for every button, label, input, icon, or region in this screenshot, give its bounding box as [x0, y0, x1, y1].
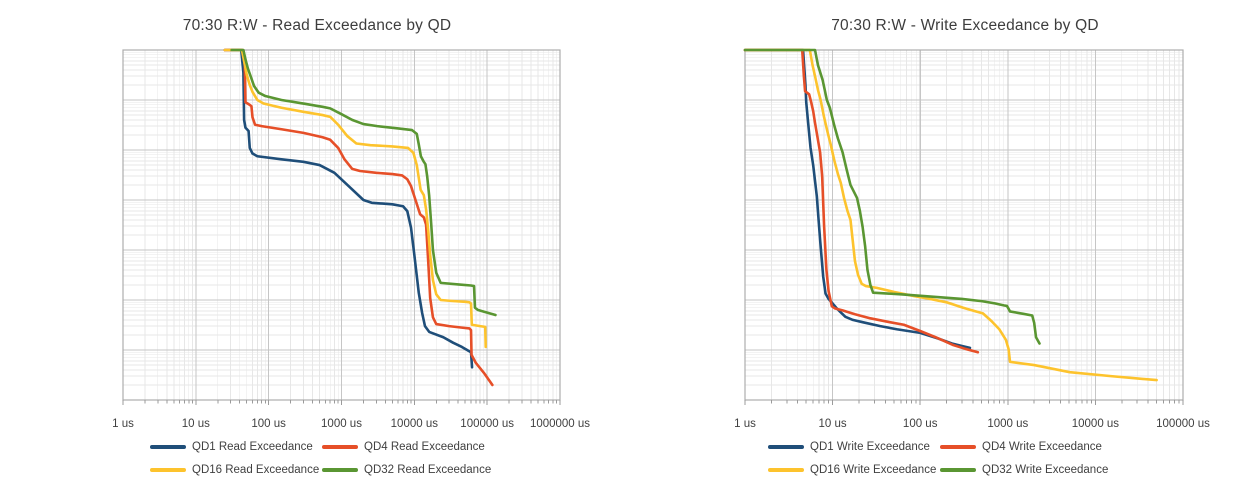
legend-label: QD32 Write Exceedance — [982, 464, 1109, 476]
legend-label: QD32 Read Exceedance — [364, 464, 492, 476]
legend-line-swatch — [322, 468, 358, 472]
legend-line-swatch — [322, 445, 358, 449]
legend-line-swatch — [768, 445, 804, 449]
x-tick-label: 10000 us — [1072, 418, 1120, 430]
legend-item-qd32-read-exceedance: QD32 Read Exceedance — [322, 464, 494, 476]
write-chart-legend: QD1 Write Exceedance QD4 Write Exceedance… — [768, 441, 1112, 476]
x-tick-label: 1 us — [734, 418, 756, 430]
legend-label: QD16 Read Exceedance — [192, 464, 320, 476]
legend-item-qd1-read-exceedance: QD1 Read Exceedance — [150, 441, 322, 453]
x-tick-label: 1000 us — [987, 418, 1028, 430]
x-tick-label: 100000 us — [460, 418, 514, 430]
x-tick-label: 10 us — [819, 418, 847, 430]
legend-label: QD4 Write Exceedance — [982, 441, 1102, 453]
x-axis-ticks — [744, 400, 1184, 405]
legend-item-qd32-write-exceedance: QD32 Write Exceedance — [940, 464, 1112, 476]
legend-item-qd4-write-exceedance: QD4 Write Exceedance — [940, 441, 1112, 453]
x-tick-label: 1 us — [112, 418, 134, 430]
gridlines — [122, 49, 561, 401]
legend-line-swatch — [940, 445, 976, 449]
legend-row: QD16 Write Exceedance QD32 Write Exceedan… — [768, 464, 1112, 476]
series-qd1-read-exceedance — [223, 48, 474, 369]
legend-row: QD16 Read Exceedance QD32 Read Exceedance — [150, 464, 494, 476]
legend-label: QD1 Read Exceedance — [192, 441, 313, 453]
x-tick-label: 1000000 us — [530, 418, 590, 430]
legend-item-qd1-write-exceedance: QD1 Write Exceedance — [768, 441, 940, 453]
series-qd4-read-exceedance — [223, 48, 494, 387]
read-chart-title: 70:30 R:W - Read Exceedance by QD — [182, 17, 452, 34]
legend-line-swatch — [150, 445, 186, 449]
legend-item-qd16-write-exceedance: QD16 Write Exceedance — [768, 464, 940, 476]
x-tick-label: 100 us — [903, 418, 938, 430]
x-tick-label: 10000 us — [391, 418, 439, 430]
legend-line-swatch — [768, 468, 804, 472]
legend-label: QD1 Write Exceedance — [810, 441, 930, 453]
legend-label: QD16 Write Exceedance — [810, 464, 937, 476]
x-axis-labels: 1 us 10 us 100 us 1000 us 10000 us 100000 us 1… — [112, 418, 590, 430]
x-tick-label: 10 us — [182, 418, 210, 430]
legend-line-swatch — [150, 468, 186, 472]
read-chart-legend: QD1 Read Exceedance QD4 Read Exceedance QD… — [150, 441, 494, 476]
legend-row: QD1 Read Exceedance QD4 Read Exceedance — [150, 441, 494, 453]
plot-border — [744, 49, 1184, 401]
legend-line-swatch — [940, 468, 976, 472]
x-tick-label: 100000 us — [1156, 418, 1210, 430]
x-tick-label: 100 us — [251, 418, 286, 430]
series-qd16-read-exceedance — [223, 48, 488, 349]
write-chart: 1 us 10 us 100 us 1000 us 10000 us 100000 us — [734, 48, 1210, 430]
series-qd1-write-exceedance — [743, 48, 972, 350]
x-tick-label: 1000 us — [321, 418, 362, 430]
legend-item-qd16-read-exceedance: QD16 Read Exceedance — [150, 464, 322, 476]
series-qd32-write-exceedance — [743, 48, 1041, 345]
write-chart-title: 70:30 R:W - Write Exceedance by QD — [831, 17, 1099, 34]
legend-row: QD1 Write Exceedance QD4 Write Exceedance — [768, 441, 1112, 453]
legend-label: QD4 Read Exceedance — [364, 441, 485, 453]
read-chart: 1 us 10 us 100 us 1000 us 10000 us 100000 us 1… — [112, 48, 590, 430]
legend-item-qd4-read-exceedance: QD4 Read Exceedance — [322, 441, 494, 453]
series-qd4-write-exceedance — [743, 48, 980, 354]
x-axis-ticks — [122, 400, 561, 405]
series-qd32-read-exceedance — [230, 48, 497, 317]
x-axis-labels: 1 us 10 us 100 us 1000 us 10000 us 100000 us — [734, 418, 1210, 430]
series-qd16-write-exceedance — [743, 48, 1158, 382]
